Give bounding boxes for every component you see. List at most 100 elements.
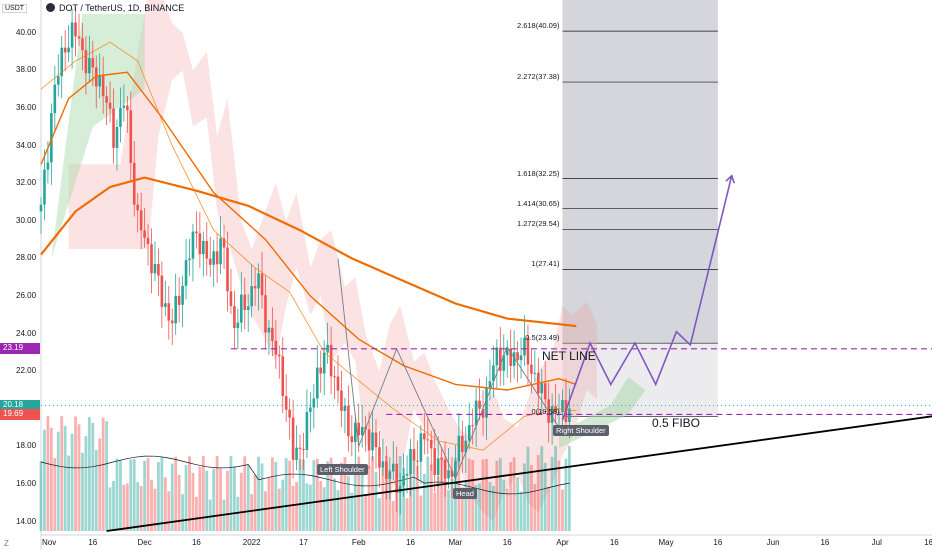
candle-body (267, 327, 271, 333)
volume-bar (564, 458, 568, 531)
candle-body (509, 348, 512, 366)
volume-bar (308, 484, 312, 531)
head-label: Head (453, 488, 477, 499)
volume-bar (170, 463, 174, 531)
time-tick-label: Mar (448, 538, 463, 547)
candle-body (143, 230, 146, 238)
volume-bar (312, 460, 316, 531)
volume-bar (485, 459, 488, 531)
volume-bar (91, 422, 95, 531)
volume-bar (505, 488, 509, 531)
volume-bar (450, 478, 454, 531)
candle-body (77, 36, 81, 39)
candle-body (329, 344, 333, 377)
volume-bar (277, 488, 281, 531)
candle-body (67, 47, 70, 53)
candle-body (488, 381, 492, 388)
fib-level-label: 0.5(23.49) (525, 333, 560, 343)
candle-body (526, 337, 530, 365)
candle-body (122, 105, 126, 108)
candle-body (132, 162, 136, 205)
candle-body (367, 429, 371, 451)
candle-body (195, 231, 198, 234)
candle-body (412, 449, 416, 461)
volume-bar (519, 491, 523, 531)
volume-bar (440, 457, 444, 531)
volume-bar (346, 476, 350, 531)
candle-body (50, 113, 53, 163)
volume-bar (163, 477, 167, 531)
candle-body (150, 244, 153, 274)
candle-body (222, 238, 226, 248)
volume-bar (81, 452, 84, 531)
candle-body (374, 432, 378, 448)
candle-body (405, 473, 409, 476)
candle-body (385, 461, 388, 479)
volume-bar (63, 425, 67, 531)
volume-bar (77, 424, 81, 531)
volume-bar (288, 460, 292, 531)
axis-scale-icon[interactable]: Z (4, 539, 9, 548)
candle-body (153, 263, 157, 274)
volume-bar (492, 486, 495, 531)
volume-bar (198, 466, 202, 531)
volume-bar (150, 479, 153, 531)
volume-bar (409, 471, 412, 531)
ma-50-line (40, 41, 577, 451)
volume-bar (215, 456, 219, 531)
right-shoulder-label: Right Shoulder (553, 425, 609, 436)
fib-level-label: 0(19.58) (531, 406, 560, 416)
candle-body (333, 376, 336, 378)
candle-body (343, 405, 347, 411)
volume-bar (305, 483, 309, 531)
candle-body (315, 367, 319, 399)
volume-bar (326, 461, 330, 531)
candle-body (177, 295, 181, 305)
price-tick-label: 28.00 (16, 253, 37, 263)
candle-body (540, 383, 544, 394)
candle-body (568, 408, 571, 423)
time-tick-label: Apr (556, 538, 569, 547)
candle-body (236, 322, 240, 328)
candle-body (160, 275, 164, 307)
volume-bar (84, 436, 88, 531)
fib-level-label: 1.272(29.54) (516, 219, 560, 229)
candle-body (450, 470, 454, 478)
fib-level-label: 2.618(40.09) (516, 21, 560, 31)
volume-bar (125, 483, 129, 531)
volume-bar (264, 491, 267, 531)
volume-bar (49, 427, 53, 531)
candle-body (284, 396, 288, 410)
volume-bar (567, 446, 571, 531)
volume-bar (246, 465, 250, 531)
volume-bar (343, 457, 347, 531)
volume-bar (523, 463, 526, 531)
time-tick-label: 16 (924, 538, 932, 547)
candle-body (126, 105, 129, 111)
volume-bar (108, 487, 112, 531)
candle-body (63, 47, 67, 53)
volume-bar (195, 496, 198, 531)
volume-bar (153, 488, 157, 531)
candle-body (43, 169, 46, 205)
candle-body (471, 425, 474, 427)
volume-bar (87, 417, 91, 531)
symbol-icon (46, 3, 55, 12)
price-tag-value: 20.18 (3, 400, 24, 410)
volume-bar (319, 480, 323, 531)
candle-body (60, 47, 64, 77)
neckline-label: NET LINE (542, 349, 596, 363)
time-tick-label: 16 (191, 538, 201, 547)
candle-body (378, 447, 381, 468)
volume-bar (139, 486, 143, 531)
volume-bar (443, 462, 447, 531)
volume-bar (67, 455, 71, 531)
volume-bar (146, 458, 150, 531)
candle-body (295, 447, 298, 460)
candle-body (105, 96, 108, 103)
candle-body (543, 383, 547, 400)
candle-body (202, 240, 205, 255)
volume-bar (74, 416, 77, 531)
candle-body (240, 294, 243, 323)
